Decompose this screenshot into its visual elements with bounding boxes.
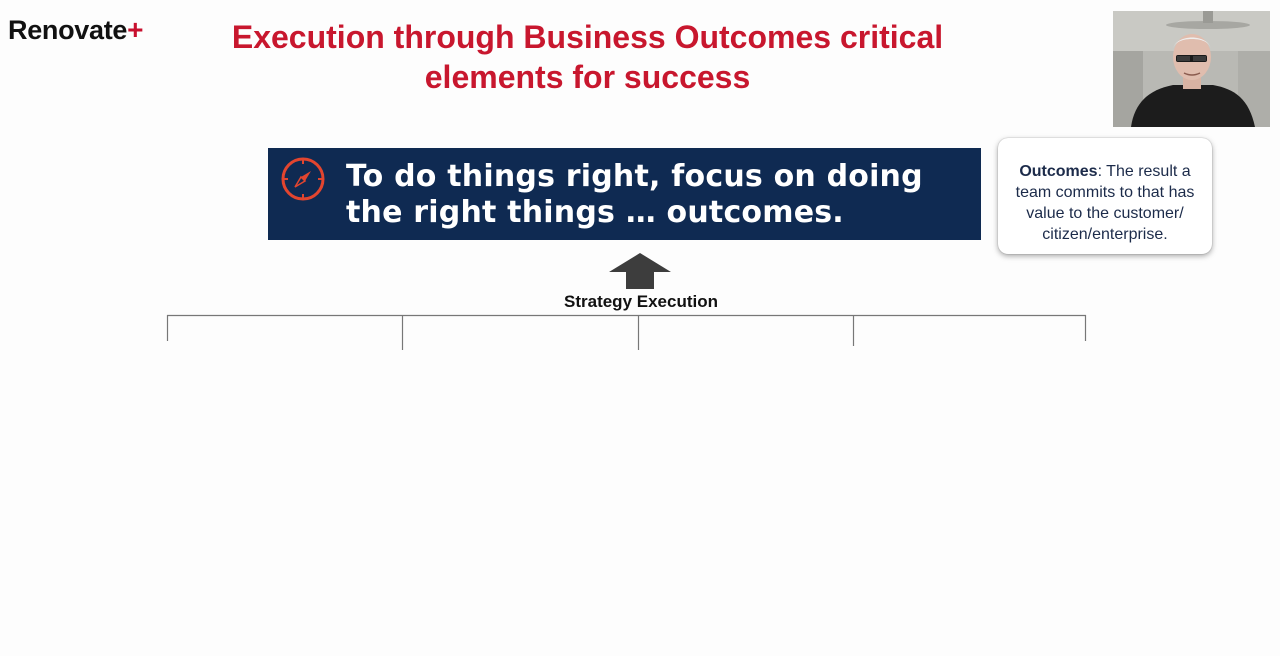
strategy-execution-label: Strategy Execution <box>564 292 718 311</box>
outcomes-definition-callout: Outcomes: The result a team commits to t… <box>998 138 1212 254</box>
up-arrow-icon <box>609 253 671 289</box>
renovate-logo: Renovate+ <box>8 14 144 46</box>
presenter-webcam-video <box>1113 11 1270 127</box>
slide-title: Execution through Business Outcomes crit… <box>231 19 944 95</box>
callout-definition: : The result a team commits to that has … <box>1015 163 1195 243</box>
callout-text: Outcomes: The result a team commits to t… <box>1002 161 1208 245</box>
key-message-banner: To do things right, focus on doing the r… <box>268 148 981 240</box>
callout-term: Outcomes <box>1019 163 1098 180</box>
compass-icon <box>280 156 326 202</box>
banner-line-2: the right things … outcomes. <box>346 195 844 230</box>
logo-plus: + <box>127 14 144 45</box>
banner-text: To do things right, focus on doing the r… <box>346 159 976 231</box>
banner-line-1: To do things right, focus on doing <box>346 159 923 194</box>
logo-name: Renovate <box>8 15 128 45</box>
